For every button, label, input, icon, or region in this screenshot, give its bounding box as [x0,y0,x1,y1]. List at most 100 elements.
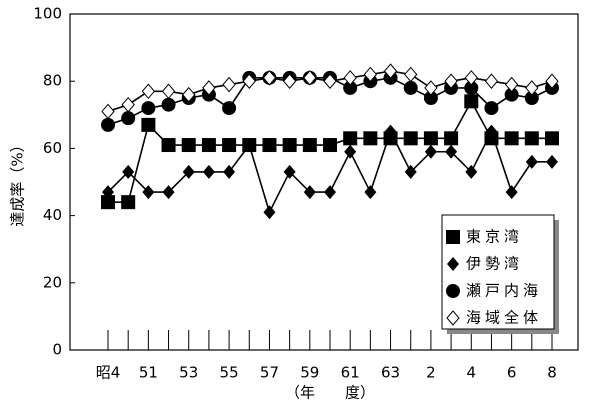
point [223,164,236,179]
point [424,144,437,159]
point [222,138,237,153]
point [141,101,156,116]
point [444,131,459,146]
plot-frame [69,13,579,351]
point [101,195,115,210]
y-axis-label: 達成率（%） [9,137,27,226]
x-tick-label: 53 [179,364,198,382]
point [263,205,276,220]
point [545,73,559,89]
point [222,101,237,116]
point [525,154,538,169]
point [283,164,296,179]
legend-marker [446,230,460,244]
point [363,131,378,146]
point [243,138,256,153]
point [505,185,518,200]
point [161,138,176,153]
point [142,185,155,200]
point [303,185,316,200]
x-tick-label: 6 [507,364,517,382]
point [525,80,539,96]
point [424,80,438,96]
legend-marker [446,310,460,326]
point [403,131,418,146]
point [121,96,135,113]
point [384,124,397,139]
point [323,138,337,153]
point [545,131,559,146]
point [141,117,156,132]
point [323,73,337,89]
point [202,164,215,179]
point [262,138,277,153]
legend-box [441,214,555,330]
point [343,70,357,86]
x-tick-label: 61 [341,364,360,382]
legend-label: 伊勢湾 [466,255,523,273]
point [404,66,418,83]
point [546,154,558,169]
x-tick-label: 55 [220,364,239,382]
point [403,80,418,95]
x-tick-label: 2 [426,364,436,382]
legend-marker [446,284,460,298]
point [524,131,539,146]
point [122,164,135,179]
point [162,185,175,200]
point [182,86,196,103]
point [324,185,336,200]
y-tick-label: 100 [33,5,62,23]
point [484,101,499,116]
point [282,138,297,153]
point [161,83,176,100]
point [141,83,156,100]
point [484,73,499,89]
point [101,117,115,132]
point [423,91,438,105]
point [102,185,114,200]
legend-label: 海域全体 [466,309,542,327]
point [344,144,357,159]
point [464,70,478,86]
point [161,97,176,112]
legend-label: 東京湾 [466,228,523,246]
point [201,138,216,153]
y-tick-label: 80 [43,72,62,90]
point [445,144,458,159]
point [504,131,519,146]
point [524,91,539,105]
point [222,76,236,93]
point [423,131,438,146]
point [383,63,398,79]
point [485,124,498,139]
point [181,138,196,153]
point [121,195,136,210]
point [121,111,136,126]
y-tick-label: 60 [43,139,62,157]
point [464,80,479,95]
x-axis-label: （年 度） [285,384,375,402]
point [504,76,519,93]
point [303,70,317,86]
point [404,164,417,179]
point [262,70,277,86]
x-tick-label: 63 [381,364,400,382]
point [364,185,377,200]
x-tick-label: 51 [139,364,158,382]
point [202,80,216,96]
point [444,73,458,89]
x-tick-label: 57 [260,364,279,382]
x-tick-label: 昭4 [96,364,121,382]
point [242,73,256,89]
y-tick-label: 20 [43,273,62,291]
y-tick-label: 0 [52,341,62,359]
point [343,131,358,146]
point [282,73,297,89]
legend-marker [447,257,459,271]
point [504,87,519,102]
point [302,138,317,153]
x-tick-label: 59 [300,364,319,382]
